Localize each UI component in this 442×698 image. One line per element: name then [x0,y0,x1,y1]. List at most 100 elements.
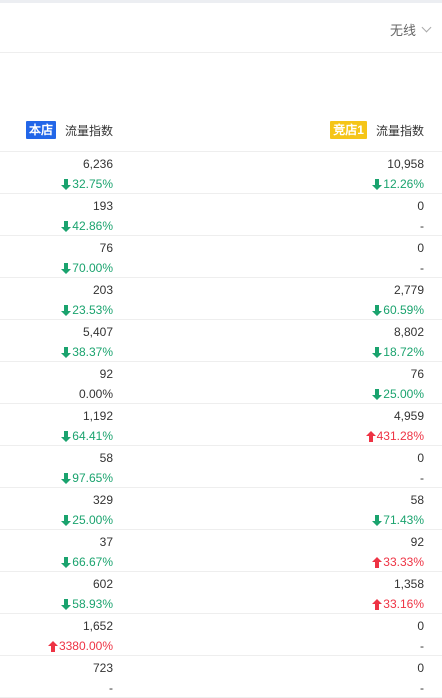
change-rate-text: 25.00% [383,387,424,401]
traffic-index-value: 76 [410,367,424,381]
competitor-cell: 2,779 60.59% [372,282,424,318]
traffic-index-value: 37 [99,535,113,549]
traffic-index-value: 203 [92,283,113,297]
change-rate: 33.33% [372,554,424,570]
own-cell: 37 66.67% [61,534,113,570]
own-shop-badge: 本店 [25,121,56,139]
own-cell: 6,236 32.75% [61,156,113,192]
change-rate: 0.00% [79,386,113,402]
top-divider [0,0,442,3]
change-rate: 71.43% [372,512,424,528]
change-rate-text: 97.65% [72,471,113,485]
change-rate-text: 0.00% [78,387,113,401]
change-rate-text: 32.75% [72,177,113,191]
change-rate: 38.37% [61,344,113,360]
change-rate: 25.00% [372,386,424,402]
competitor-cell: 4,959 431.28% [365,408,424,444]
change-rate-text: - [109,681,113,695]
change-rate-text: 3380.00% [58,639,113,653]
arrow-down-icon [372,178,383,190]
traffic-index-value: 0 [417,451,424,465]
change-rate: 32.75% [61,176,113,192]
own-metric-label: 流量指数 [64,123,113,138]
device-dropdown[interactable]: 无线 [389,20,432,38]
own-cell: 76 70.00% [61,240,113,276]
arrow-down-icon [372,514,383,526]
change-rate: 58.93% [61,596,113,612]
competitor-cell: 1,358 33.16% [372,576,424,612]
traffic-index-value: 1,652 [82,619,113,633]
table-row: 5,407 38.37% 8,802 18.72% [0,320,442,362]
change-rate-text: 66.67% [72,555,113,569]
arrow-down-icon [61,346,72,358]
table-row: 1,652 3380.00% 0- [0,614,442,656]
change-rate-text: 60.59% [383,303,424,317]
arrow-down-icon [61,472,72,484]
own-cell: 92 0.00% [79,366,113,402]
change-rate: 60.59% [372,302,424,318]
table-row: 37 66.67% 92 33.33% [0,530,442,572]
change-rate: - [417,680,424,696]
table-row: 6,236 32.75% 10,958 12.26% [0,152,442,194]
table-row: 329 25.00% 58 71.43% [0,488,442,530]
own-cell: 58 97.65% [61,450,113,486]
traffic-index-value: 1,192 [82,409,113,423]
own-cell: 5,407 38.37% [61,324,113,360]
competitor-cell: 0- [417,450,424,486]
own-cell: 602 58.93% [61,576,113,612]
arrow-up-icon [365,430,376,442]
competitor-cell: 0- [417,198,424,234]
change-rate-text: 58.93% [72,597,113,611]
competitor-cell: 76 25.00% [372,366,424,402]
own-cell: 1,652 3380.00% [47,618,113,654]
own-cell: 723 - [93,660,113,696]
change-rate: 18.72% [372,344,424,360]
arrow-down-icon [61,262,72,274]
change-rate: - [417,218,424,234]
change-rate: 33.16% [372,596,424,612]
change-rate-text: 71.43% [383,513,424,527]
change-rate-text: 33.16% [383,597,424,611]
change-rate-text: 431.28% [376,429,424,443]
change-rate-text: 12.26% [383,177,424,191]
traffic-index-value: 58 [99,451,113,465]
chevron-down-icon [421,22,432,32]
traffic-index-value: 58 [410,493,424,507]
arrow-down-icon [61,220,72,232]
change-rate-text: 25.00% [72,513,113,527]
arrow-down-icon [61,598,72,610]
traffic-index-value: 2,779 [393,283,424,297]
traffic-index-value: 5,407 [82,325,113,339]
table-row: 723- 0- [0,656,442,698]
competitor-cell: 0- [417,618,424,654]
own-cell: 203 23.53% [61,282,113,318]
toolbar: 无线 [0,3,442,53]
change-rate: - [417,470,424,486]
change-rate: 70.00% [61,260,113,276]
competitor-cell: 10,958 12.26% [372,156,424,192]
change-rate: 12.26% [372,176,424,192]
competitor-cell: 0- [417,660,424,696]
arrow-up-icon [372,598,383,610]
device-dropdown-label: 无线 [389,22,416,38]
change-rate: 64.41% [61,428,113,444]
traffic-index-value: 6,236 [82,157,113,171]
change-rate: - [417,638,424,654]
own-cell: 193 42.86% [61,198,113,234]
change-rate: 3380.00% [47,638,113,654]
traffic-index-value: 193 [92,199,113,213]
traffic-index-value: 4,959 [393,409,424,423]
traffic-index-value: 8,802 [393,325,424,339]
own-cell: 329 25.00% [61,492,113,528]
arrow-down-icon [61,304,72,316]
change-rate-text: - [420,639,424,653]
table-row: 1,192 64.41% 4,959 431.28% [0,404,442,446]
traffic-index-value: 76 [99,241,113,255]
traffic-index-value: 0 [417,619,424,633]
table-row: 92 0.00% 76 25.00% [0,362,442,404]
arrow-down-icon [372,388,383,400]
change-rate-text: 42.86% [72,219,113,233]
arrow-down-icon [61,556,72,568]
change-rate: 42.86% [61,218,113,234]
